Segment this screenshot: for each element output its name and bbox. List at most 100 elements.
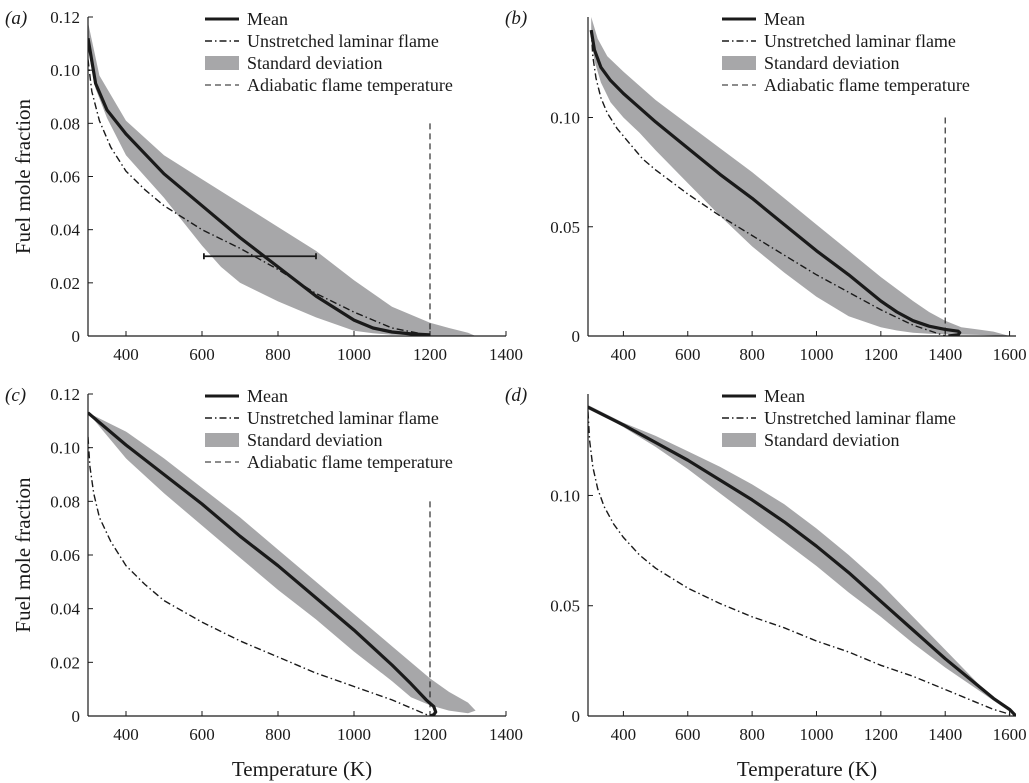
y-tick-label: 0 [72, 327, 81, 346]
x-axis-label: Temperature (K) [232, 757, 372, 781]
legend-item-std: Standard deviation [722, 430, 899, 450]
panel-c: 400 600 800 1000 1200 1400 0 0.02 0.04 0.06 0.08 0.… [5, 385, 523, 781]
legend-label: Adiabatic flame temperature [247, 75, 453, 95]
y-tick-label: 0.12 [50, 385, 80, 404]
legend-item-adiabatic: Adiabatic flame temperature [205, 452, 453, 472]
y-tick-label: 0.06 [50, 546, 80, 565]
y-tick-label: 0.12 [50, 8, 80, 27]
legend-label: Adiabatic flame temperature [764, 75, 970, 95]
x-tick-label: 800 [739, 725, 765, 744]
x-tick-label: 600 [189, 725, 215, 744]
y-tick-label: 0 [572, 707, 581, 726]
y-tick-label: 0 [572, 327, 581, 346]
panel-b: 400 600 800 1000 1200 1400 1600 0 0.05 0.10 (b) Mea… [505, 8, 1027, 364]
y-tick-label: 0.05 [550, 218, 580, 237]
x-tick-label: 1400 [928, 725, 962, 744]
x-tick-label: 800 [265, 725, 291, 744]
x-tick-label: 1600 [993, 345, 1027, 364]
legend-label: Standard deviation [247, 53, 382, 73]
std-band [88, 412, 476, 714]
x-tick-label: 400 [113, 725, 139, 744]
x-tick-label: 400 [611, 725, 637, 744]
x-tick-label: 1200 [413, 345, 447, 364]
panel-label: (b) [505, 8, 527, 29]
std-band [591, 17, 1010, 336]
plot-area [588, 405, 1016, 716]
y-axis-label: Fuel mole fraction [11, 98, 35, 254]
legend-swatch [205, 433, 239, 447]
std-band [588, 405, 1016, 716]
x-tick-label: 800 [739, 345, 765, 364]
x-tick-label: 600 [675, 725, 701, 744]
legend-item-laminar: Unstretched laminar flame [722, 408, 956, 428]
y-tick-label: 0.08 [50, 114, 80, 133]
legend-item-mean: Mean [205, 386, 288, 406]
laminar-flame-line [588, 411, 1016, 716]
y-tick-label: 0.04 [50, 221, 80, 240]
legend-label: Unstretched laminar flame [764, 408, 956, 428]
y-tick-label: 0.10 [550, 109, 580, 128]
legend-item-mean: Mean [722, 9, 805, 29]
y-tick-label: 0.05 [550, 597, 580, 616]
legend-label: Unstretched laminar flame [247, 31, 439, 51]
laminar-flame-line [88, 436, 431, 716]
plot-area [589, 17, 1010, 336]
laminar-flame-line [590, 30, 946, 336]
x-tick-label: 1000 [337, 725, 371, 744]
legend-label: Standard deviation [764, 53, 899, 73]
legend-label: Mean [764, 9, 805, 29]
x-tick-label: 1400 [489, 725, 523, 744]
mean-line [88, 38, 431, 336]
x-tick-label: 1000 [799, 345, 833, 364]
legend-item-adiabatic: Adiabatic flame temperature [722, 75, 970, 95]
legend-item-laminar: Unstretched laminar flame [722, 31, 956, 51]
legend-label: Standard deviation [247, 430, 382, 450]
plot-area [88, 22, 476, 336]
legend-item-laminar: Unstretched laminar flame [205, 31, 439, 51]
legend-label: Standard deviation [764, 430, 899, 450]
y-tick-label: 0.02 [50, 274, 80, 293]
y-tick-label: 0.10 [50, 439, 80, 458]
legend-item-std: Standard deviation [205, 430, 382, 450]
legend-label: Mean [247, 386, 288, 406]
x-tick-label: 400 [611, 345, 637, 364]
legend-swatch [722, 433, 756, 447]
x-tick-label: 1200 [864, 345, 898, 364]
mean-line [588, 405, 1016, 716]
panel-label: (a) [5, 8, 27, 29]
legend-item-adiabatic: Adiabatic flame temperature [205, 75, 453, 95]
mean-line [88, 411, 438, 716]
x-tick-label: 1000 [337, 345, 371, 364]
y-axis-label: Fuel mole fraction [11, 477, 35, 633]
legend-label: Mean [247, 9, 288, 29]
plot-area [88, 411, 476, 716]
y-tick-label: 0.04 [50, 600, 80, 619]
x-tick-label: 1400 [489, 345, 523, 364]
legend-label: Adiabatic flame temperature [247, 452, 453, 472]
x-tick-label: 800 [265, 345, 291, 364]
x-tick-label: 1400 [928, 345, 962, 364]
panel-a: 400 600 800 1000 1200 1400 0 0.02 0.04 0.06 0.08 0.… [5, 8, 523, 364]
legend-item-laminar: Unstretched laminar flame [205, 408, 439, 428]
x-tick-label: 1600 [993, 725, 1027, 744]
laminar-flame-line [88, 59, 431, 336]
y-tick-label: 0.08 [50, 492, 80, 511]
y-tick-label: 0.10 [550, 486, 580, 505]
y-tick-label: 0.06 [50, 168, 80, 187]
y-tick-label: 0.02 [50, 653, 80, 672]
x-axis-label: Temperature (K) [737, 757, 877, 781]
legend-label: Unstretched laminar flame [764, 31, 956, 51]
legend-swatch [205, 56, 239, 70]
panel-label: (c) [5, 385, 26, 406]
mean-line [589, 29, 962, 336]
x-tick-label: 1200 [413, 725, 447, 744]
legend-item-std: Standard deviation [205, 53, 382, 73]
legend-item-std: Standard deviation [722, 53, 899, 73]
std-band [88, 22, 476, 336]
x-tick-label: 600 [189, 345, 215, 364]
x-tick-label: 1000 [799, 725, 833, 744]
